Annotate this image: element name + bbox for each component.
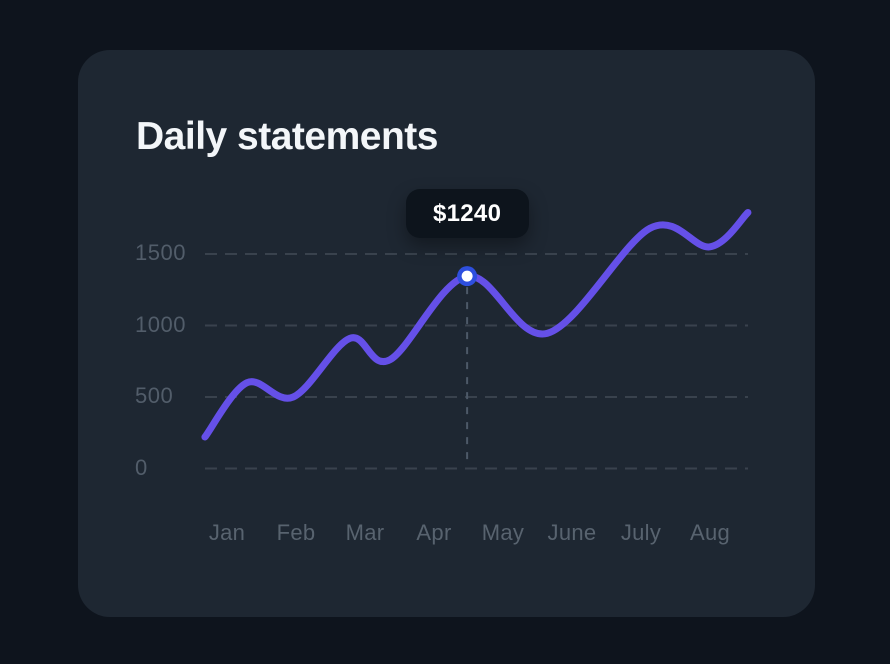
highlight-marker[interactable]: [457, 266, 478, 287]
x-axis-tick-label-aug: Aug: [689, 520, 731, 545]
y-axis-tick-label: 500: [135, 383, 174, 408]
x-axis-tick-label-june: June: [547, 520, 597, 545]
x-axis-tick-label-apr: Apr: [416, 520, 452, 545]
value-tooltip: $1240: [405, 189, 529, 239]
line-chart: 1500 1000 500 0 Jan Feb Mar Apr May June…: [78, 50, 815, 617]
x-axis-tick-label-mar: Mar: [345, 520, 385, 545]
x-axis-tick-label-jan: Jan: [208, 520, 246, 545]
y-axis-tick-label: 1500: [135, 240, 186, 265]
gridlines: [205, 253, 748, 470]
y-axis-tick-label: 0: [135, 454, 148, 480]
x-axis-tick-label-may: May: [481, 520, 525, 545]
page-title: Daily statements: [136, 115, 438, 158]
x-axis-tick-label-feb: Feb: [276, 520, 316, 545]
marker-core-dot: [461, 270, 473, 282]
daily-statements-card: Daily statements 1500 1000 500 0 Jan Feb…: [78, 50, 815, 617]
tooltip-label: $1240: [432, 199, 502, 227]
chart-canvas: [201, 209, 752, 470]
y-axis-tick-label: 1000: [135, 311, 186, 337]
series-line[interactable]: [201, 209, 752, 441]
x-axis-tick-label-july: July: [620, 520, 662, 545]
